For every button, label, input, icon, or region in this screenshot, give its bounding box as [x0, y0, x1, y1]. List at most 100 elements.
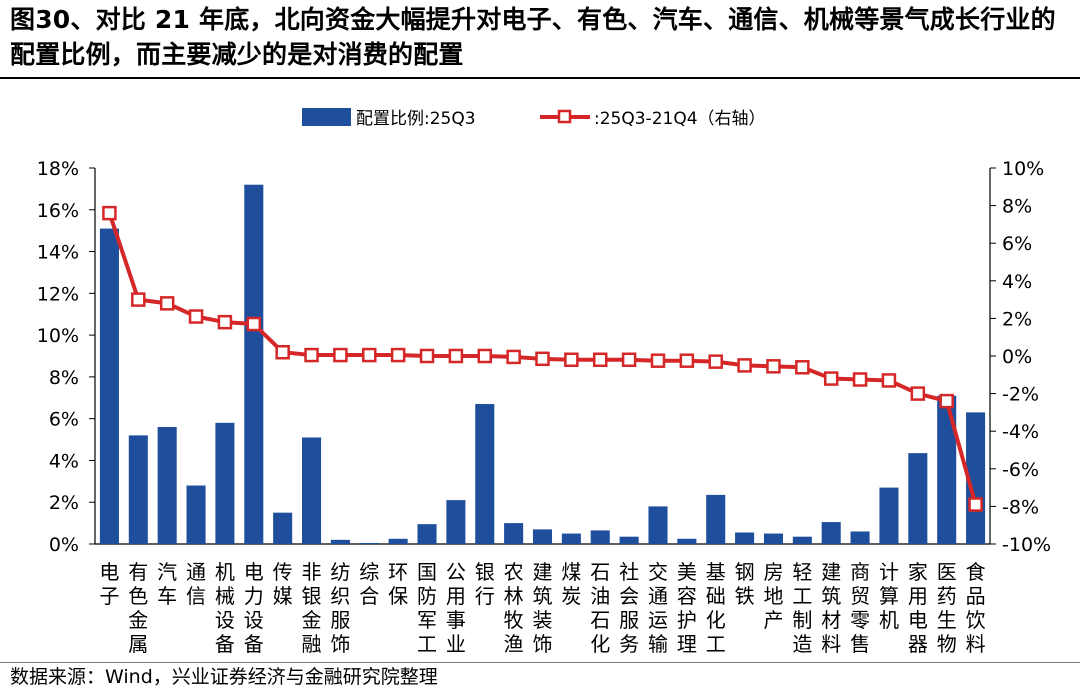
x-axis-labels: 电子有色金属汽车通信机械设备电力设备传媒非银金融纺织服饰综合环保国防军工公用事业… [99, 560, 985, 656]
right-axis-tick-label: -6% [1002, 459, 1039, 481]
x-tick-label: 纺织服饰 [330, 560, 350, 656]
bar [735, 532, 755, 544]
left-axis-tick-label: 18% [37, 158, 79, 180]
right-axis-tick-label: 10% [1002, 158, 1044, 180]
right-axis-tick-label: 8% [1002, 196, 1032, 218]
left-axis-tick-label: 10% [37, 325, 79, 347]
bar [99, 228, 119, 545]
source-note: 数据来源：Wind，兴业证券经济与金融研究院整理 [10, 666, 438, 688]
figure-title: 图30、对比 21 年底，北向资金大幅提升对电子、有色、汽车、通信、机械等景气成… [10, 5, 1056, 69]
left-axis-tick-label: 8% [49, 367, 79, 389]
x-tick-label: 石油石化 [590, 560, 610, 656]
right-axis-tick-label: -2% [1002, 384, 1039, 406]
left-axis-tick-label: 6% [49, 409, 79, 431]
chart-legend: 配置比例:25Q3 :25Q3-21Q4（右轴） [302, 108, 766, 129]
x-tick-label: 商贸零售 [850, 560, 870, 656]
right-axis-tick-label: -10% [1002, 534, 1051, 556]
bar [388, 538, 408, 544]
x-tick-label: 汽车 [157, 560, 177, 608]
x-tick-label: 轻工制造 [792, 560, 812, 656]
bar [273, 512, 293, 544]
line-point [535, 351, 550, 367]
x-tick-label: 电子 [99, 560, 119, 608]
line-point [102, 205, 117, 221]
line-point [217, 314, 233, 330]
x-tick-label: 有色金属 [128, 560, 148, 656]
left-axis-tick-label: 0% [49, 534, 79, 556]
right-axis-tick-label: 0% [1002, 346, 1032, 368]
line-point [333, 347, 348, 363]
line-point [159, 296, 175, 311]
bar [648, 506, 668, 544]
x-tick-label: 医药生物 [937, 560, 957, 656]
x-tick-label: 非银金融 [302, 560, 322, 656]
bar [532, 529, 553, 544]
bar [417, 524, 437, 544]
bar [706, 494, 726, 544]
line-point [766, 359, 781, 374]
x-tick-label: 传媒 [273, 560, 293, 608]
legend-line-label: :25Q3-21Q4（右轴） [594, 109, 766, 129]
right-axis-tick-label: -4% [1002, 421, 1039, 443]
x-tick-label: 建筑材料 [821, 560, 841, 656]
chart-axes: 0% 2% 4% 6% 8% 10% 12% 14% 16% 18% -10% -8% -6% -4% -2… [37, 158, 1051, 556]
left-axis-tick-label: 2% [49, 492, 79, 514]
line-point [564, 352, 579, 368]
bar [186, 485, 206, 544]
line-point [910, 386, 926, 401]
x-tick-label: 交通运输 [648, 560, 668, 656]
x-tick-label: 银行 [475, 560, 495, 608]
bar [879, 487, 899, 544]
line-point [131, 292, 146, 307]
x-tick-label: 家用电器 [908, 560, 928, 656]
line-point [939, 393, 954, 409]
bar [677, 538, 697, 544]
line-series [102, 205, 983, 512]
title-divider [0, 77, 1080, 79]
x-tick-label: 公用事业 [446, 560, 466, 656]
x-tick-label: 基础化工 [706, 560, 726, 656]
line-point [968, 497, 983, 512]
bar [937, 395, 957, 544]
footer-divider [0, 662, 1080, 663]
left-axis-tick-label: 14% [37, 242, 79, 264]
bar [908, 453, 928, 544]
bar [561, 533, 581, 544]
bar-series [99, 184, 986, 545]
legend-bar-label: 配置比例:25Q3 [356, 109, 476, 129]
x-tick-label: 食品饮料 [966, 560, 986, 656]
right-axis-tick-label: -8% [1002, 496, 1039, 518]
line-point [679, 353, 695, 368]
x-tick-label: 美容护理 [677, 560, 697, 656]
line-point [419, 348, 435, 364]
right-axis-tick-label: 4% [1002, 271, 1032, 293]
bar [792, 536, 812, 544]
x-tick-label: 建筑装饰 [533, 560, 553, 656]
bar [302, 437, 322, 544]
bar [244, 184, 264, 544]
legend-bar-swatch [302, 108, 351, 126]
x-tick-label: 农林牧渔 [504, 560, 524, 656]
line-point [650, 353, 666, 368]
bar [821, 522, 841, 544]
bar [763, 533, 783, 544]
line-point [737, 358, 752, 373]
line-point [304, 347, 319, 363]
x-tick-label: 电力设备 [244, 560, 264, 656]
left-axis-tick-label: 4% [49, 450, 79, 472]
x-tick-label: 环保 [388, 560, 408, 608]
bar [128, 435, 148, 544]
line-point [795, 360, 810, 375]
x-tick-label: 钢铁 [735, 560, 755, 608]
line-point [852, 372, 868, 387]
x-tick-label: 通信 [186, 560, 206, 608]
line-point [881, 373, 897, 388]
line-point [448, 348, 464, 364]
line-point [592, 352, 608, 368]
right-axis-tick-label: 6% [1002, 233, 1032, 255]
bar [850, 531, 870, 544]
bar [157, 427, 177, 544]
bar [590, 530, 610, 544]
x-tick-label: 社会服务 [619, 560, 639, 656]
x-tick-label: 机械设备 [215, 560, 235, 656]
